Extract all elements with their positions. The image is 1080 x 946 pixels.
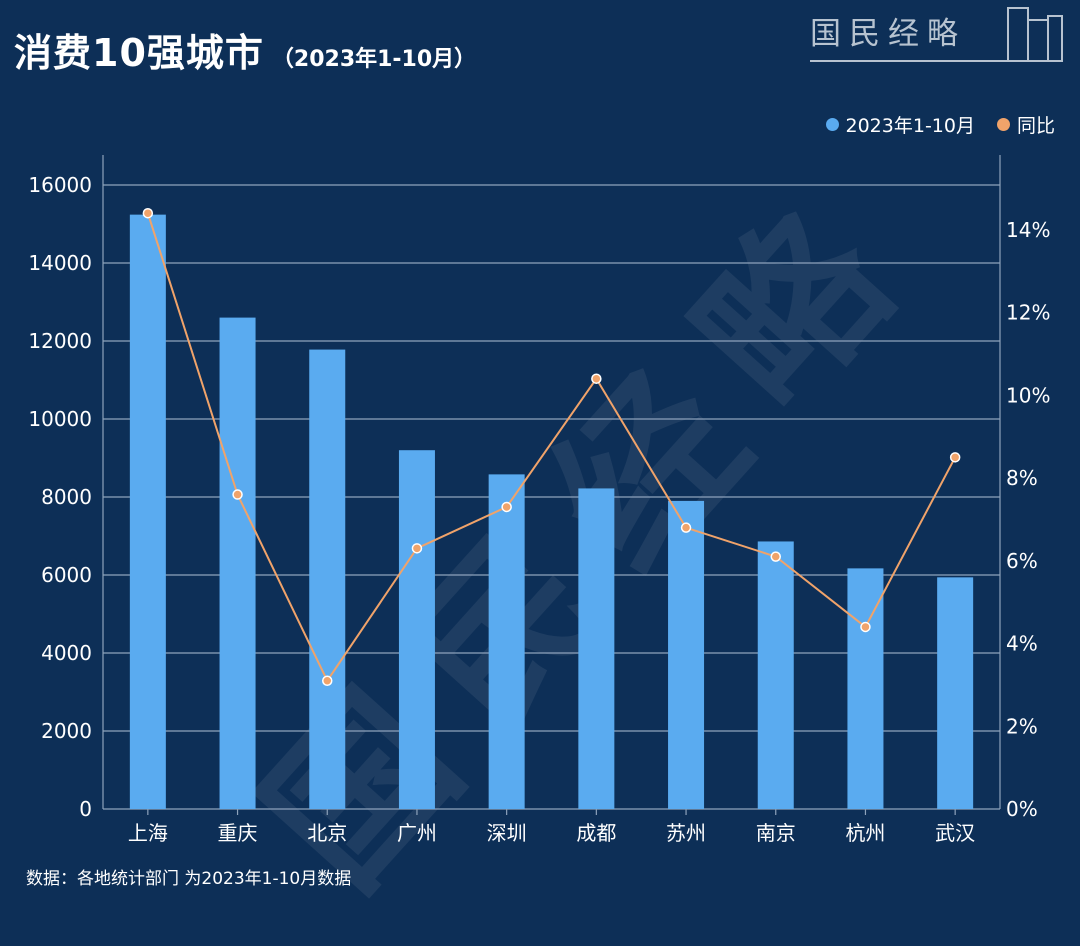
yoy-point bbox=[680, 522, 692, 533]
yoy-point bbox=[860, 621, 871, 633]
yoy-point bbox=[591, 373, 602, 384]
x-tick-label: 深圳 bbox=[487, 821, 527, 845]
y-left-tick-label: 2000 bbox=[41, 719, 92, 743]
chart-title: 消费10强城市 （2023年1-10月） bbox=[14, 22, 476, 77]
x-tick-label: 成都 bbox=[576, 821, 616, 845]
yoy-point bbox=[232, 489, 243, 500]
yoy-point bbox=[949, 452, 961, 463]
brand-logo-text: 国民经略 bbox=[810, 16, 966, 52]
yoy-point bbox=[411, 543, 423, 554]
bar bbox=[668, 500, 705, 809]
legend-label-line: 同比 bbox=[1016, 115, 1055, 137]
y-left-tick-label: 6000 bbox=[41, 563, 92, 587]
yoy-point bbox=[142, 207, 154, 219]
x-tick-label: 杭州 bbox=[845, 821, 885, 845]
bar bbox=[578, 488, 615, 809]
x-tick-label: 苏州 bbox=[666, 821, 706, 845]
yoy-point bbox=[322, 675, 333, 686]
yoy-point bbox=[770, 551, 781, 562]
title-main: 消费10强城市 bbox=[14, 31, 264, 75]
bar bbox=[309, 349, 346, 809]
bar bbox=[488, 474, 525, 809]
chart-legend: 2023年1-10月 同比 bbox=[804, 111, 1055, 138]
y-left-tick-label: 0 bbox=[79, 797, 92, 821]
x-tick-label: 武汉 bbox=[935, 821, 975, 845]
x-tick-label: 重庆 bbox=[218, 821, 258, 845]
yoy-line bbox=[146, 212, 957, 683]
y-right-tick-label: 2% bbox=[1006, 714, 1038, 738]
y-left-tick-label: 4000 bbox=[41, 641, 92, 665]
y-left-tick-label: 8000 bbox=[41, 485, 92, 509]
y-left-tick-label: 14000 bbox=[28, 251, 92, 275]
legend-item-line: 同比 bbox=[996, 111, 1055, 138]
source-note: 数据：各地统计部门 为2023年1-10月数据 bbox=[26, 869, 352, 889]
yoy-point bbox=[501, 501, 512, 513]
x-tick-label: 广州 bbox=[397, 821, 437, 845]
legend-dot-line bbox=[996, 118, 1010, 131]
bar bbox=[219, 317, 256, 809]
legend-label-bars: 2023年1-10月 bbox=[845, 115, 975, 137]
y-right-tick-label: 12% bbox=[1006, 301, 1050, 325]
y-right-tick-label: 8% bbox=[1006, 466, 1038, 490]
y-left-tick-label: 16000 bbox=[28, 173, 92, 197]
bar bbox=[129, 214, 166, 809]
y-right-tick-label: 6% bbox=[1006, 549, 1038, 573]
bar bbox=[937, 577, 974, 809]
y-right-tick-label: 0% bbox=[1006, 797, 1038, 821]
y-right-tick-label: 10% bbox=[1006, 383, 1050, 407]
legend-item-bars: 2023年1-10月 bbox=[825, 111, 975, 138]
y-left-tick-label: 10000 bbox=[28, 407, 92, 431]
x-tick-label: 北京 bbox=[307, 821, 347, 845]
bar bbox=[398, 450, 435, 809]
chart-plot: 0 2000 4000 6000 8000 10000 12000 14000 16000 0% 2… bbox=[28, 155, 1050, 845]
y-right-tick-label: 14% bbox=[1006, 218, 1050, 242]
bar bbox=[847, 568, 884, 809]
x-tick-label: 南京 bbox=[756, 821, 796, 845]
y-left-tick-label: 12000 bbox=[28, 329, 92, 353]
brand-logo: 国民经略 bbox=[810, 7, 1063, 62]
x-tick-label: 上海 bbox=[128, 821, 168, 845]
building-icon bbox=[1007, 7, 1063, 62]
legend-dot-bars bbox=[825, 118, 839, 131]
bar bbox=[757, 541, 794, 809]
y-right-tick-label: 4% bbox=[1006, 632, 1038, 656]
title-subtitle: （2023年1-10月） bbox=[271, 47, 477, 72]
